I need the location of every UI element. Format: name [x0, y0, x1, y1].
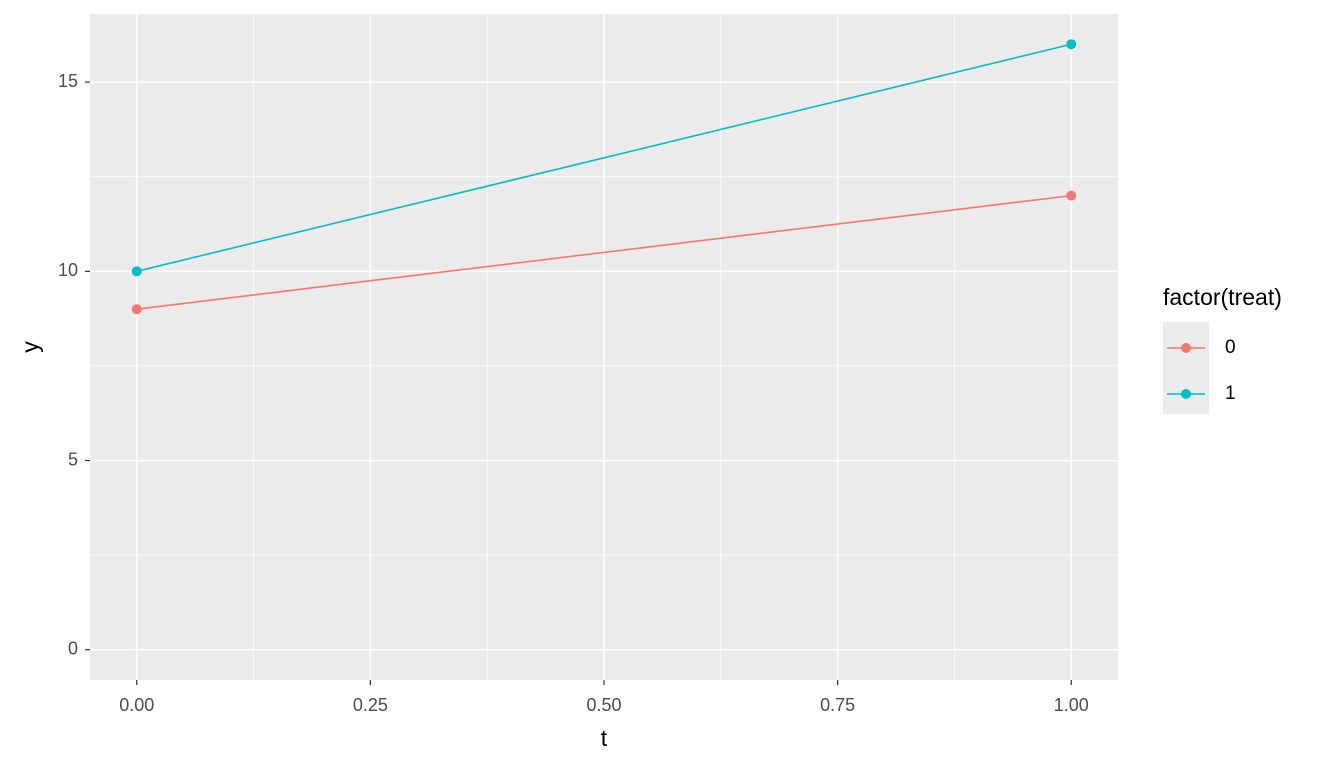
y-tick-label: 15 — [58, 71, 78, 91]
y-tick-label: 5 — [68, 449, 78, 469]
x-tick-label: 0.25 — [353, 695, 388, 715]
legend-label: 0 — [1225, 337, 1236, 358]
y-axis-title: y — [17, 341, 43, 353]
legend-key-point — [1181, 343, 1191, 353]
legend-label: 1 — [1225, 383, 1236, 404]
series-line — [136, 43, 1072, 273]
point — [1066, 190, 1077, 201]
y-tick-label: 10 — [58, 260, 78, 280]
x-axis-title: t — [601, 725, 608, 751]
x-tick-label: 0.75 — [820, 695, 855, 715]
legend-key-bg — [1163, 322, 1209, 414]
point — [1066, 39, 1077, 50]
legend-key-point — [1181, 389, 1191, 399]
x-tick-label: 0.50 — [586, 695, 621, 715]
x-tick-label: 0.00 — [119, 695, 154, 715]
point — [131, 304, 142, 315]
legend-title: factor(treat) — [1163, 284, 1282, 310]
y-tick-label: 0 — [68, 638, 78, 658]
x-tick-label: 1.00 — [1054, 695, 1089, 715]
point — [131, 266, 142, 277]
series-line — [136, 194, 1072, 310]
